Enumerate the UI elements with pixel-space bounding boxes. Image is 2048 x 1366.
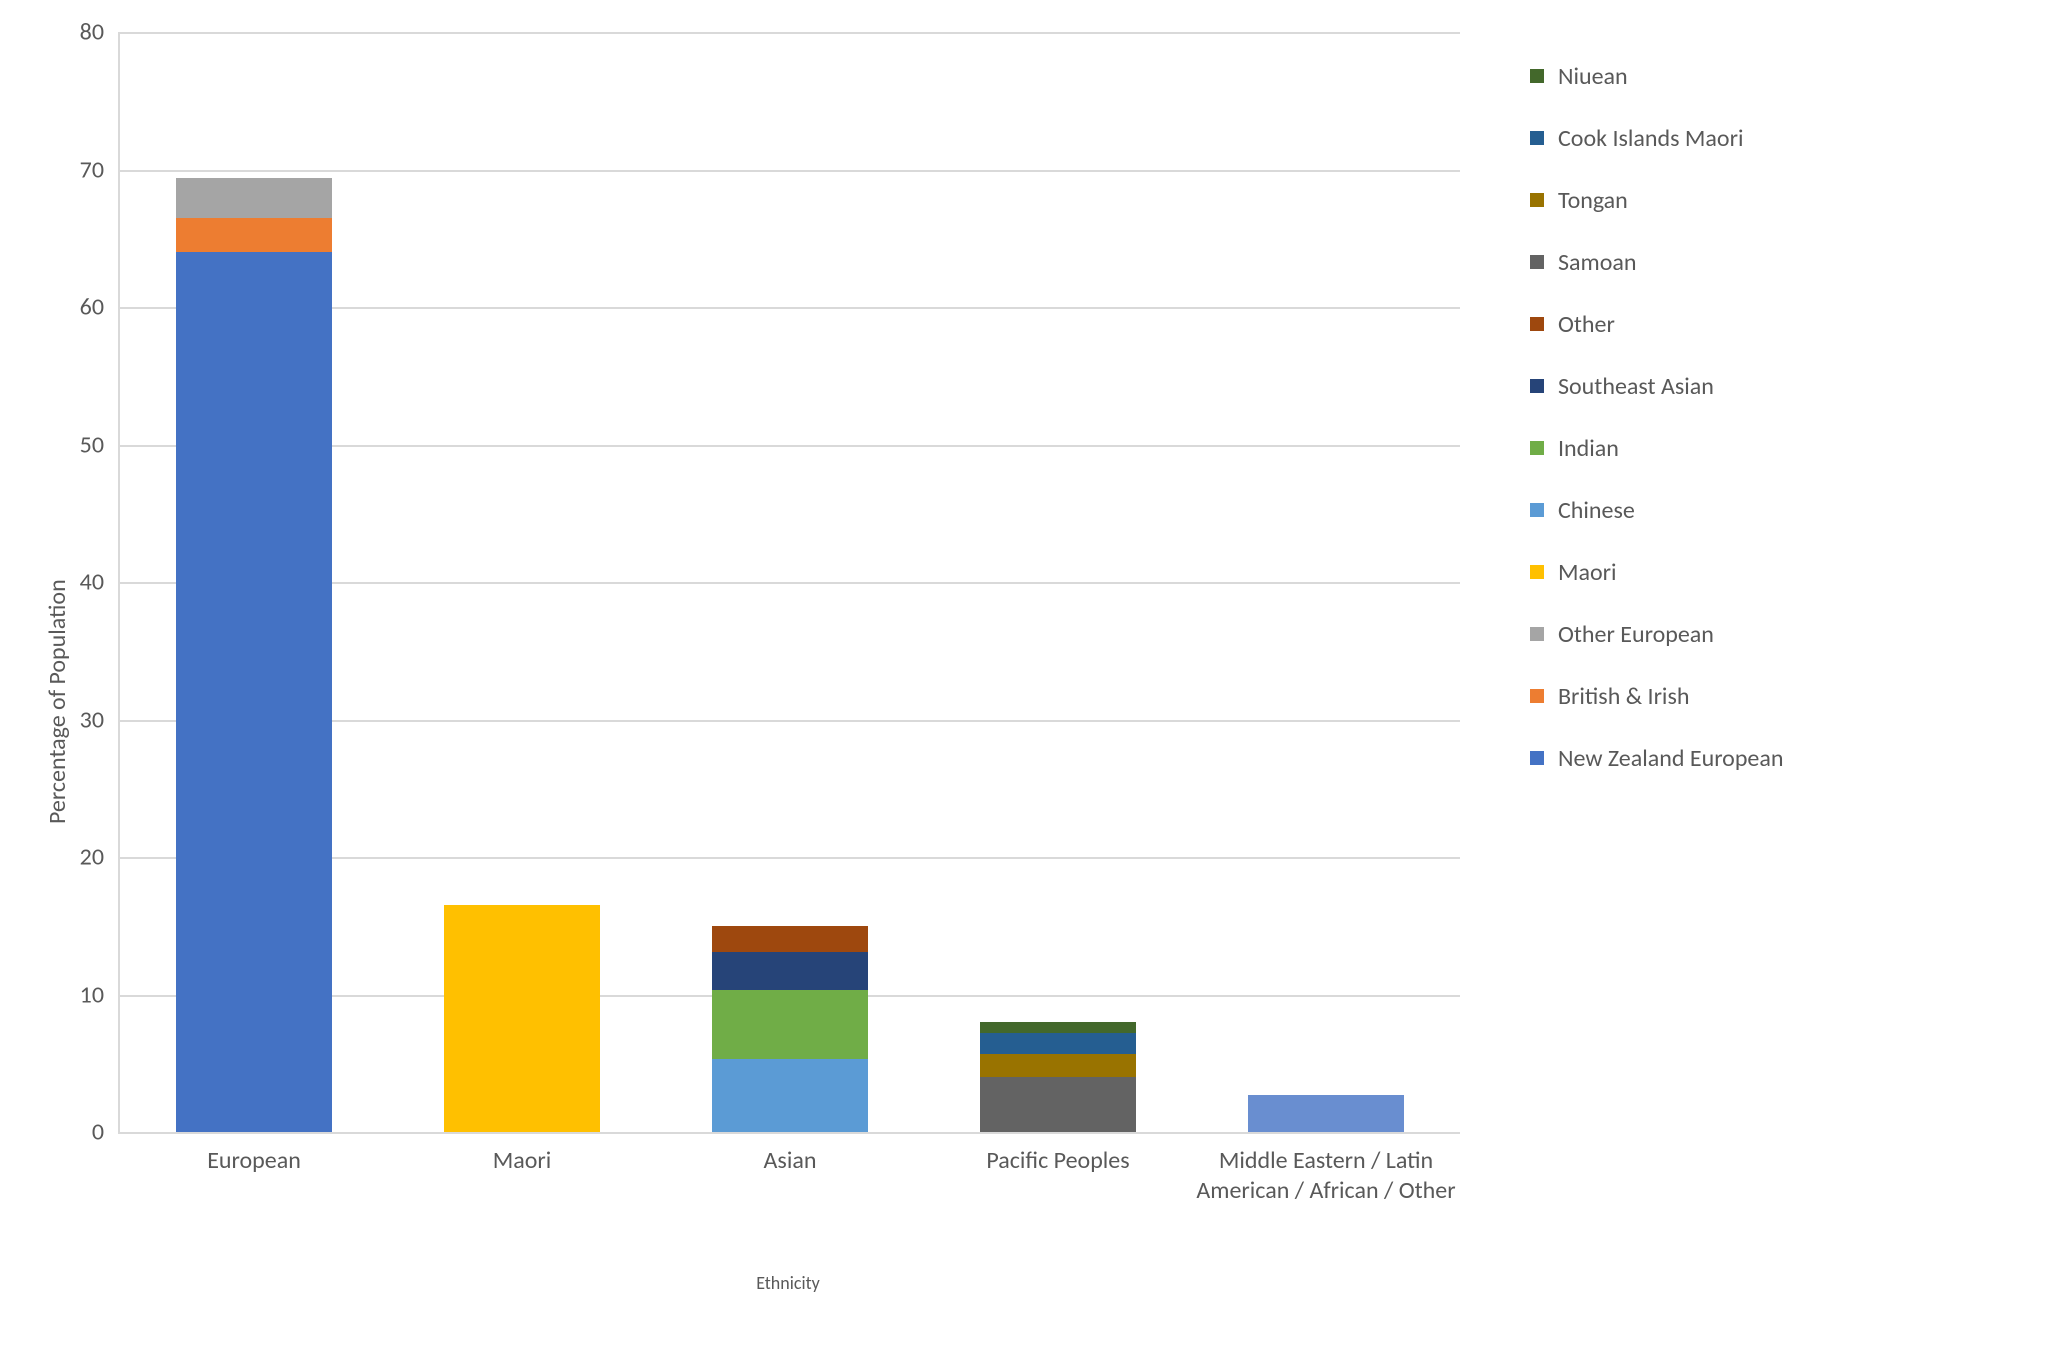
y-tick-label: 10: [80, 980, 104, 1009]
legend-item: New Zealand European: [1530, 727, 1783, 789]
legend-label: British & Irish: [1558, 682, 1689, 711]
bar-stack: [444, 905, 599, 1132]
legend-label: Cook Islands Maori: [1558, 124, 1743, 153]
legend-swatch: [1530, 441, 1544, 455]
ethnicity-stacked-bar-chart: 01020304050607080EuropeanMaoriAsianPacif…: [0, 0, 2048, 1366]
legend-swatch: [1530, 627, 1544, 641]
legend-label: Samoan: [1558, 248, 1636, 277]
y-tick-label: 80: [80, 18, 104, 47]
y-tick-label: 0: [92, 1118, 104, 1147]
bar-segment: [712, 990, 867, 1059]
legend-swatch: [1530, 255, 1544, 269]
legend-item: Tongan: [1530, 169, 1783, 231]
legend-swatch: [1530, 689, 1544, 703]
y-axis-title: Percentage of Population: [43, 579, 72, 824]
bar-segment: [980, 1033, 1135, 1054]
plot-area: 01020304050607080EuropeanMaoriAsianPacif…: [118, 32, 1460, 1134]
legend-swatch: [1530, 193, 1544, 207]
legend-label: Southeast Asian: [1558, 372, 1714, 401]
bar-stack: [980, 1022, 1135, 1132]
bar-stack: [712, 926, 867, 1132]
bar-segment: [176, 218, 331, 252]
legend-swatch: [1530, 751, 1544, 765]
y-tick-label: 50: [80, 430, 104, 459]
bar-segment: [712, 926, 867, 952]
legend-swatch: [1530, 131, 1544, 145]
y-tick-label: 30: [80, 705, 104, 734]
legend-swatch: [1530, 317, 1544, 331]
legend-label: Chinese: [1558, 496, 1635, 525]
x-tick-label: Asian: [656, 1132, 924, 1176]
gridline: [120, 32, 1460, 34]
bar-stack: [176, 178, 331, 1132]
bar-stack: [1248, 1095, 1403, 1132]
legend-label: Niuean: [1558, 62, 1628, 91]
legend-label: Maori: [1558, 558, 1617, 587]
legend-item: Samoan: [1530, 231, 1783, 293]
bar-segment: [980, 1022, 1135, 1033]
legend-item: Other European: [1530, 603, 1783, 665]
y-tick-label: 20: [80, 843, 104, 872]
legend-item: Chinese: [1530, 479, 1783, 541]
bar-segment: [1248, 1095, 1403, 1132]
legend-item: Other: [1530, 293, 1783, 355]
y-tick-label: 70: [80, 155, 104, 184]
legend-label: Tongan: [1558, 186, 1628, 215]
bar-segment: [712, 952, 867, 991]
bar-segment: [712, 1059, 867, 1132]
x-tick-label: Pacific Peoples: [924, 1132, 1192, 1176]
x-axis-title: Ethnicity: [118, 1272, 1458, 1294]
legend-item: Maori: [1530, 541, 1783, 603]
legend-swatch: [1530, 379, 1544, 393]
gridline: [120, 170, 1460, 172]
y-tick-label: 40: [80, 568, 104, 597]
legend-swatch: [1530, 69, 1544, 83]
legend-item: Niuean: [1530, 45, 1783, 107]
y-tick-label: 60: [80, 293, 104, 322]
legend-label: Other: [1558, 310, 1615, 339]
x-tick-label: Middle Eastern / Latin American / Africa…: [1192, 1132, 1460, 1206]
bar-segment: [176, 178, 331, 218]
legend-item: Cook Islands Maori: [1530, 107, 1783, 169]
legend-label: Indian: [1558, 434, 1619, 463]
legend-swatch: [1530, 503, 1544, 517]
bar-segment: [176, 252, 331, 1132]
bar-segment: [980, 1054, 1135, 1077]
legend-swatch: [1530, 565, 1544, 579]
legend: Niuean Cook Islands Maori Tongan Samoan Othe…: [1530, 45, 1783, 789]
legend-item: Southeast Asian: [1530, 355, 1783, 417]
x-tick-label: Maori: [388, 1132, 656, 1176]
legend-item: Indian: [1530, 417, 1783, 479]
legend-item: British & Irish: [1530, 665, 1783, 727]
legend-label: Other European: [1558, 620, 1714, 649]
legend-label: New Zealand European: [1558, 744, 1783, 773]
bar-segment: [980, 1077, 1135, 1132]
x-tick-label: European: [120, 1132, 388, 1176]
bar-segment: [444, 905, 599, 1132]
